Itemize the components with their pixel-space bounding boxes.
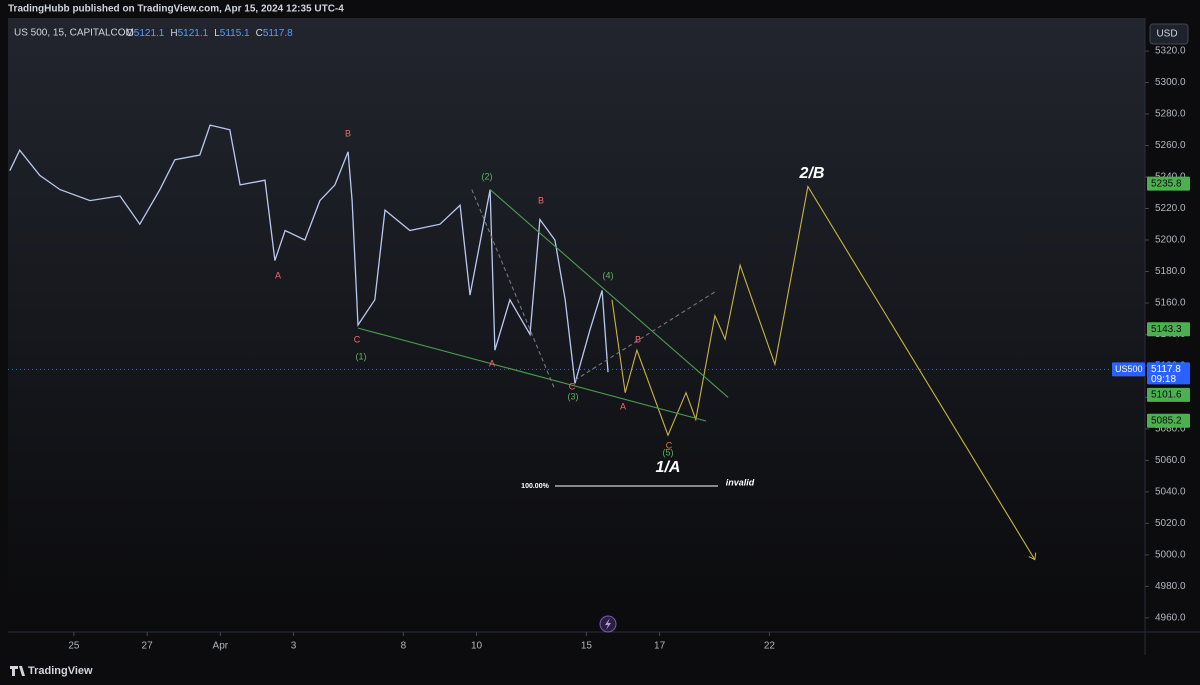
y-tick-label: 5080.0 xyxy=(1155,424,1186,435)
price-box xyxy=(1147,176,1190,191)
wave-label: (3) xyxy=(568,391,579,401)
wave-label: C xyxy=(666,440,673,450)
ohlc-value: 5121.1 xyxy=(178,28,209,39)
logo-icon xyxy=(10,666,25,676)
symbol-label: US500 xyxy=(1115,364,1143,374)
x-tick-label: 22 xyxy=(764,641,776,652)
ohlc-key: O xyxy=(126,28,134,39)
countdown: 09:18 xyxy=(1151,374,1176,385)
y-tick-label: 5220.0 xyxy=(1155,203,1186,214)
plot-area xyxy=(8,18,1145,632)
lightning-icon xyxy=(605,618,611,630)
drawing-line xyxy=(357,327,707,422)
y-tick-label: 4980.0 xyxy=(1155,581,1186,592)
ohlc: O5121.1 H5121.1 L5115.1 C5117.8 xyxy=(126,28,293,39)
wave-label: (5) xyxy=(663,447,674,457)
arrow-head xyxy=(1028,552,1037,561)
x-tick-label: 10 xyxy=(471,641,483,652)
drawing-line xyxy=(489,189,729,398)
y-tick-label: 5160.0 xyxy=(1155,298,1186,309)
wave-label: 1/A xyxy=(656,459,681,476)
ohlc-value: 5121.1 xyxy=(134,28,165,39)
y-tick-label: 5300.0 xyxy=(1155,77,1186,88)
x-tick-label: 3 xyxy=(291,641,297,652)
wave-label: 100.00% xyxy=(521,483,549,490)
wave-label: B xyxy=(635,334,641,344)
drawing-line xyxy=(611,184,1036,560)
x-tick-label: 27 xyxy=(142,641,154,652)
x-tick-label: 8 xyxy=(401,641,407,652)
price-box-label: 5085.2 xyxy=(1151,415,1182,426)
wave-label: (1) xyxy=(356,351,367,361)
x-tick-label: Apr xyxy=(213,641,229,652)
price-box xyxy=(1147,413,1190,428)
y-tick-label: 5000.0 xyxy=(1155,549,1186,560)
ohlc-key: L xyxy=(214,28,220,39)
wave-label: A xyxy=(620,401,626,411)
wave-label: (2) xyxy=(482,171,493,181)
ohlc-key: H xyxy=(170,28,177,39)
wave-label: C xyxy=(569,381,576,391)
currency[interactable]: USD xyxy=(1156,29,1177,40)
ohlc-key: C xyxy=(256,28,263,39)
last-price-box xyxy=(1147,362,1190,385)
wave-label: (4) xyxy=(603,270,614,280)
wave-label: invalid xyxy=(726,477,755,487)
wave-label: A xyxy=(275,270,281,280)
symbol: US 500, 15, CAPITALCOM xyxy=(14,28,134,39)
x-tick-label: 15 xyxy=(581,641,593,652)
x-tick-label: 25 xyxy=(68,641,80,652)
y-tick-label: 5060.0 xyxy=(1155,455,1186,466)
logo: TradingView xyxy=(28,665,93,677)
last-price-label: 5117.8 xyxy=(1151,364,1181,375)
y-tick-label: 5280.0 xyxy=(1155,109,1186,120)
publisher: TradingHubb published on TradingView.com… xyxy=(8,4,344,15)
wave-label: A xyxy=(489,358,495,368)
ohlc-value: 5117.8 xyxy=(263,28,293,39)
y-tick-label: 5040.0 xyxy=(1155,487,1186,498)
wave-label: B xyxy=(538,195,544,205)
y-tick-label: 4960.0 xyxy=(1155,612,1186,623)
wave-label: 2/B xyxy=(799,165,825,182)
y-tick-label: 5320.0 xyxy=(1155,46,1186,57)
symbol-box xyxy=(1112,362,1145,377)
y-tick-label: 5180.0 xyxy=(1155,266,1186,277)
price-box-label: 5101.6 xyxy=(1151,390,1182,401)
drawing-line xyxy=(471,189,556,390)
x-tick-label: 17 xyxy=(654,641,666,652)
wave-label: B xyxy=(345,128,351,138)
y-tick-label: 5020.0 xyxy=(1155,518,1186,529)
price-box xyxy=(1147,387,1190,402)
currency-box[interactable] xyxy=(1149,23,1189,45)
y-tick-label: 5260.0 xyxy=(1155,140,1186,151)
ohlc-value: 5115.1 xyxy=(220,28,250,39)
y-tick-label: 5200.0 xyxy=(1155,235,1186,246)
price-box xyxy=(1147,322,1190,337)
wave-label: C xyxy=(354,334,361,344)
price-box-label: 5235.8 xyxy=(1151,178,1182,189)
price-line xyxy=(9,124,609,384)
price-box-label: 5143.3 xyxy=(1151,324,1182,335)
